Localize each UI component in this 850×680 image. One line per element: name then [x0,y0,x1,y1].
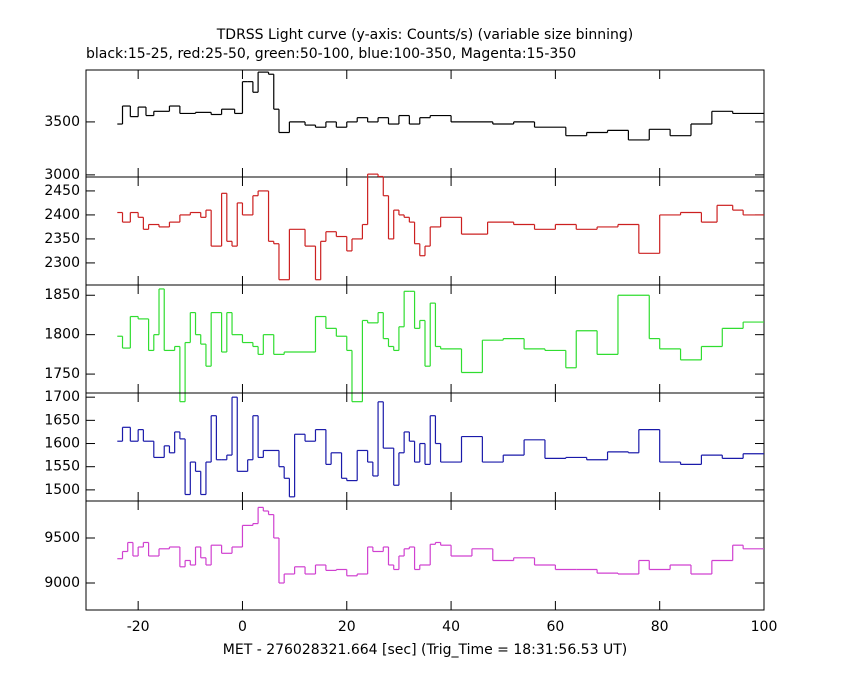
y-tick-label: 9000 [44,575,80,591]
y-tick-label: 2400 [44,207,80,223]
x-tick-label: 20 [338,619,356,635]
y-tick-label: 1600 [44,436,80,452]
y-tick-label: 1750 [44,366,80,382]
x-tick-label: 80 [651,619,669,635]
y-tick-label: 1500 [44,482,80,498]
y-tick-label: 1550 [44,459,80,475]
y-tick-label: 1800 [44,327,80,343]
y-tick-label: 3500 [44,114,80,130]
panel-frame [85,500,765,611]
x-tick-label: 0 [238,619,247,635]
y-tick-label: 2450 [44,183,80,199]
panel-frame [85,69,765,178]
chart-subtitle: black:15-25, red:25-50, green:50-100, bl… [86,46,576,62]
y-tick-label: 2300 [44,255,80,271]
x-tick-label: 60 [546,619,564,635]
y-tick-label: 3000 [44,167,80,183]
x-tick-label: 40 [442,619,460,635]
y-tick-label: 1850 [44,287,80,303]
y-tick-label: 1700 [44,389,80,405]
panel-frame [85,176,765,286]
x-tick-label: -20 [127,619,150,635]
x-tick-label: 100 [751,619,778,635]
chart-title: TDRSS Light curve (y-axis: Counts/s) (va… [216,27,634,43]
x-axis-label: MET - 276028321.664 [sec] (Trig_Time = 1… [223,642,627,658]
y-tick-label: 9500 [44,530,80,546]
y-tick-label: 2350 [44,231,80,247]
y-tick-label: 1650 [44,412,80,428]
